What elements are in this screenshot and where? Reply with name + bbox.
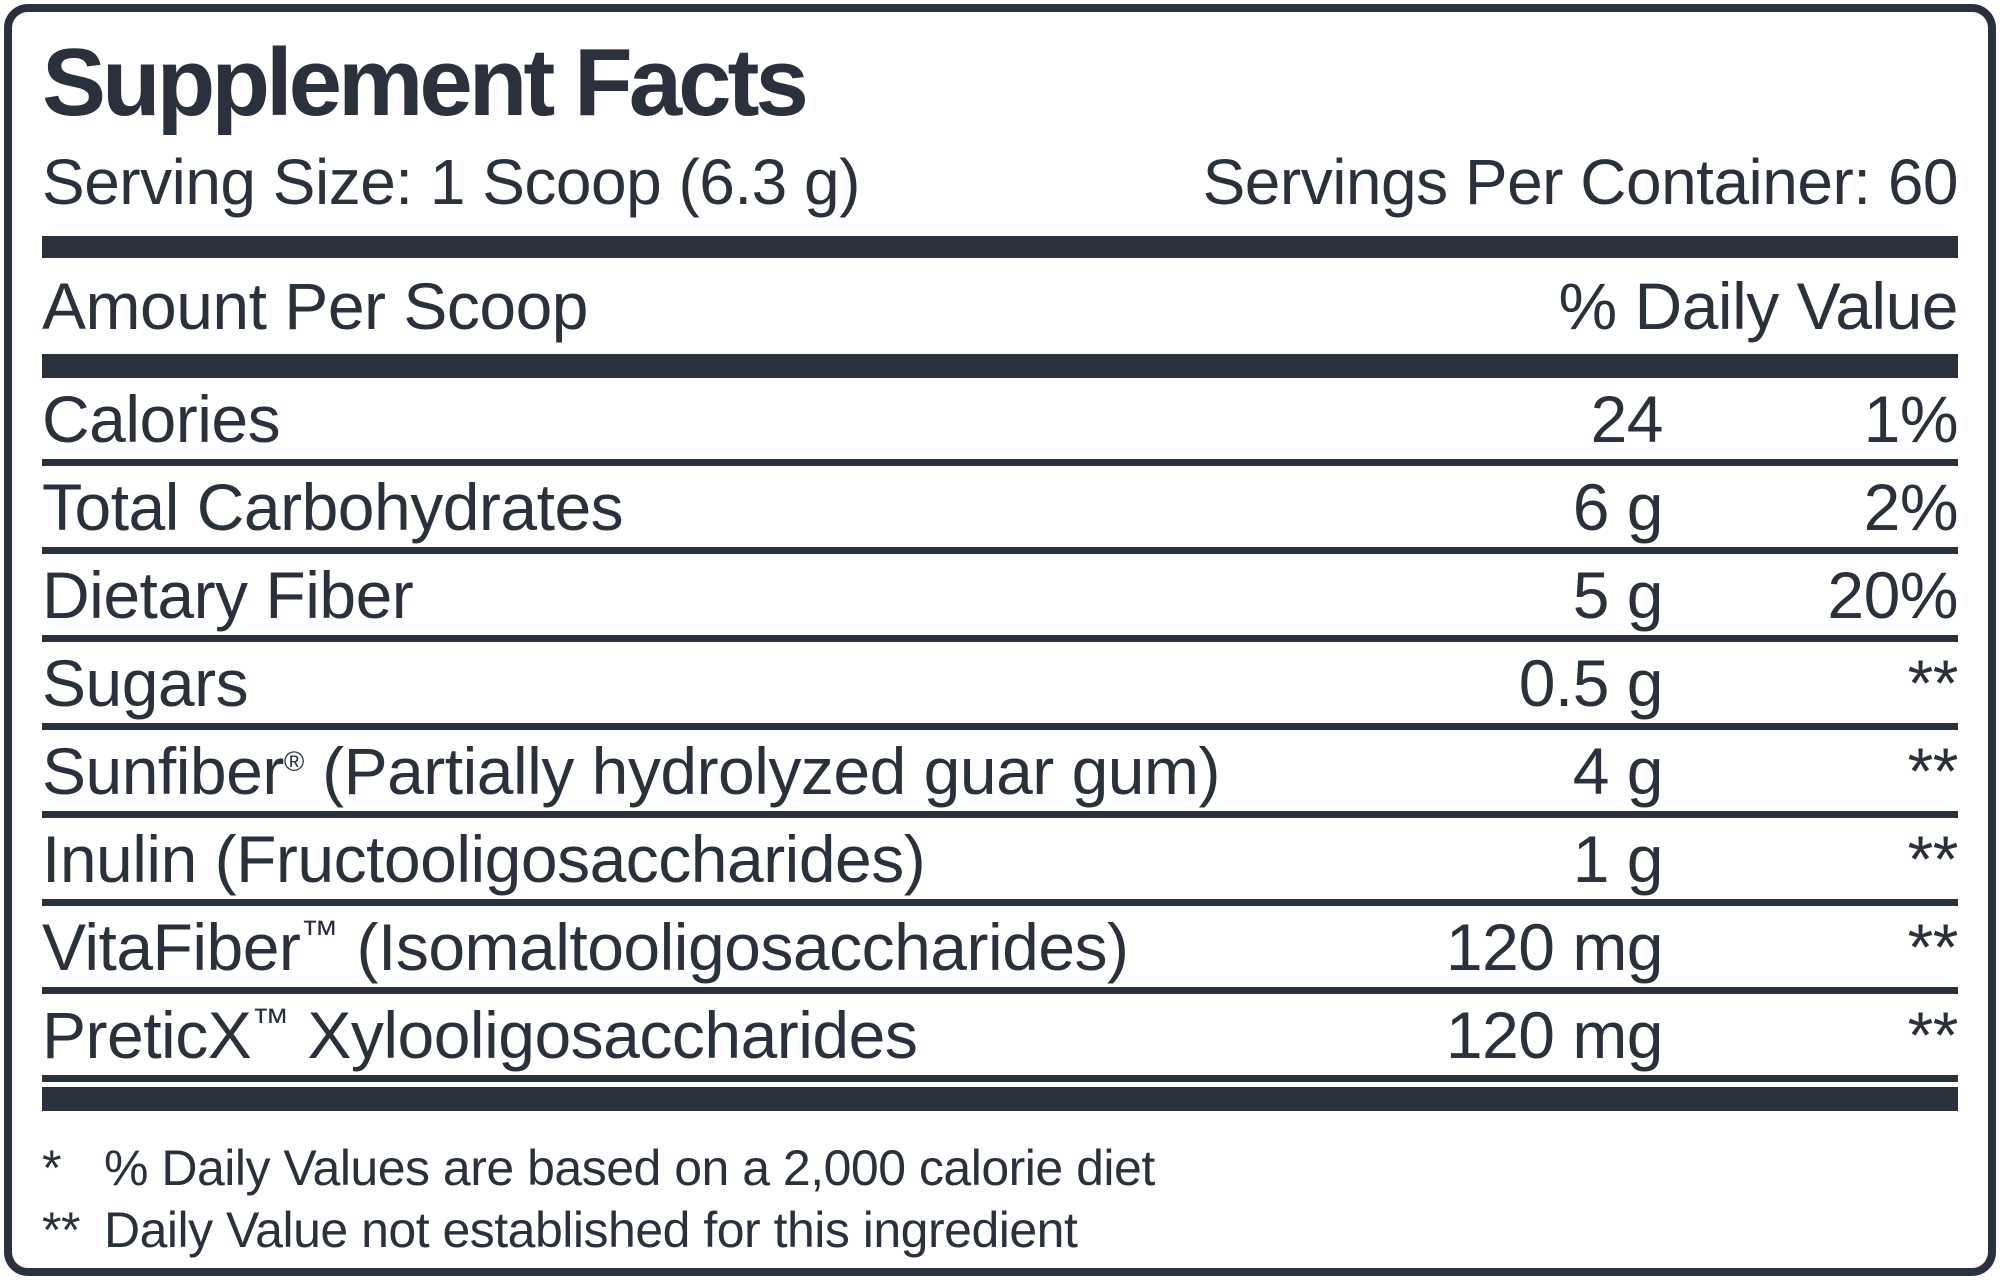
section-bar-header [42, 354, 1958, 378]
supplement-facts-panel: Supplement Facts Serving Size: 1 Scoop (… [4, 4, 1996, 1276]
column-header-row: Amount Per Scoop % Daily Value [42, 258, 1959, 354]
nutrient-label: VitaFiber™ (Isomaltooligosaccharides) [42, 909, 1129, 984]
panel-title: Supplement Facts [42, 29, 809, 136]
nutrient-row-calories: Calories 24 1% [42, 378, 1959, 466]
footnote-marker: ** [42, 1202, 80, 1258]
nutrient-daily-value: ** [1907, 909, 1959, 984]
nutrient-label: Total Carbohydrates [42, 469, 624, 544]
nutrient-daily-value: 20% [1827, 557, 1958, 632]
footnote-dv-not-established: ** Daily Value not established for this … [42, 1199, 1958, 1261]
nutrient-label: Calories [42, 381, 281, 456]
nutrient-amount: 120 mg [1445, 909, 1664, 984]
nutrient-row-vitafiber: VitaFiber™ (Isomaltooligosaccharides) 12… [42, 906, 1959, 994]
footnotes: * % Daily Values are based on a 2,000 ca… [42, 1137, 1958, 1261]
nutrient-daily-value: ** [1907, 733, 1959, 808]
nutrient-row-preticx: PreticX™ Xylooligosaccharides 120 mg ** [42, 994, 1959, 1082]
nutrient-label: PreticX™ Xylooligosaccharides [42, 997, 918, 1072]
footnote-text: % Daily Values are based on a 2,000 calo… [104, 1140, 1155, 1196]
nutrient-amount: 1 g [1572, 821, 1664, 896]
nutrient-label: Dietary Fiber [42, 557, 414, 632]
nutrient-row-sunfiber: Sunfiber® (Partially hydrolyzed guar gum… [42, 730, 1959, 818]
section-bar-bottom [42, 1087, 1958, 1111]
nutrient-row-sugars: Sugars 0.5 g ** [42, 642, 1959, 730]
footnote-text: Daily Value not established for this ing… [104, 1202, 1078, 1258]
nutrient-amount: 120 mg [1445, 997, 1664, 1072]
nutrient-amount: 5 g [1572, 557, 1664, 632]
nutrient-amount: 6 g [1572, 469, 1664, 544]
nutrient-row-inulin: Inulin (Fructooligosaccharides) 1 g ** [42, 818, 1959, 906]
nutrient-daily-value: 2% [1863, 469, 1959, 544]
serving-size: Serving Size: 1 Scoop (6.3 g) [42, 146, 860, 218]
nutrient-daily-value: 1% [1863, 381, 1959, 456]
amount-column-header: Amount Per Scoop [42, 269, 588, 343]
nutrient-amount: 0.5 g [1518, 645, 1664, 720]
servings-per-container: Servings Per Container: 60 [1202, 146, 1959, 218]
nutrient-daily-value: ** [1907, 821, 1959, 896]
nutrient-table: Calories 24 1% Total Carbohydrates 6 g 2… [42, 378, 1959, 1082]
nutrient-amount: 4 g [1572, 733, 1664, 808]
nutrient-label: Inulin (Fructooligosaccharides) [42, 821, 926, 896]
nutrient-label: Sugars [42, 645, 249, 720]
nutrient-row-dietary-fiber: Dietary Fiber 5 g 20% [42, 554, 1959, 642]
nutrient-row-total-carbohydrates: Total Carbohydrates 6 g 2% [42, 466, 1959, 554]
nutrient-amount: 24 [1590, 381, 1664, 456]
section-bar-top [42, 236, 1958, 258]
nutrient-label: Sunfiber® (Partially hydrolyzed guar gum… [42, 733, 1220, 808]
nutrient-daily-value: ** [1907, 997, 1959, 1072]
nutrient-daily-value: ** [1907, 645, 1959, 720]
footnote-daily-values: * % Daily Values are based on a 2,000 ca… [42, 1137, 1958, 1199]
footnote-marker: * [42, 1140, 61, 1196]
dv-column-header: % Daily Value [1558, 269, 1959, 343]
serving-info-row: Serving Size: 1 Scoop (6.3 g) Servings P… [42, 142, 1959, 222]
